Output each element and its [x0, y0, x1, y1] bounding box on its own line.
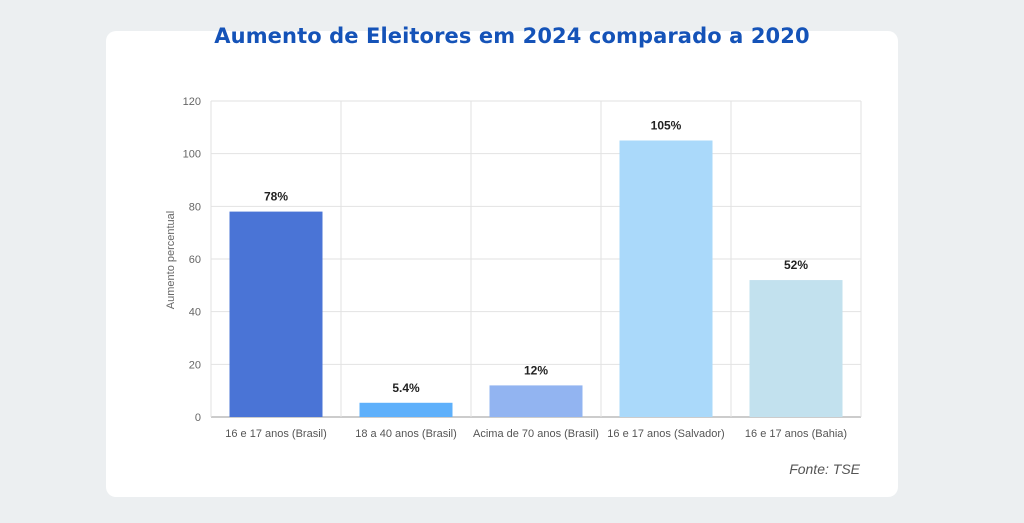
y-tick-label: 60 — [189, 254, 201, 266]
y-tick-label: 120 — [183, 96, 201, 108]
bar — [229, 211, 323, 417]
chart-title: Aumento de Eleitores em 2024 comparado a… — [214, 24, 810, 48]
x-tick-label: Acima de 70 anos (Brasil) — [473, 428, 599, 440]
data-label: 52% — [784, 258, 808, 272]
y-tick-label: 20 — [189, 359, 201, 371]
data-label: 12% — [524, 363, 548, 377]
bar — [619, 140, 713, 417]
y-tick-label: 80 — [189, 201, 201, 213]
data-label: 78% — [264, 190, 288, 204]
x-tick-label: 18 a 40 anos (Brasil) — [355, 428, 457, 440]
x-tick-label: 16 e 17 anos (Bahia) — [745, 428, 847, 440]
y-tick-label: 100 — [183, 149, 201, 161]
y-tick-label: 0 — [195, 412, 201, 424]
data-label: 5.4% — [392, 381, 420, 395]
data-label: 105% — [651, 119, 682, 133]
y-axis-label: Aumento percentual — [165, 211, 177, 309]
bar — [749, 280, 843, 417]
source-note: Fonte: TSE — [789, 461, 860, 477]
bar — [489, 385, 583, 417]
x-tick-label: 16 e 17 anos (Salvador) — [607, 428, 724, 440]
bar — [359, 402, 453, 417]
y-tick-label: 40 — [189, 307, 201, 319]
x-tick-label: 16 e 17 anos (Brasil) — [225, 428, 327, 440]
